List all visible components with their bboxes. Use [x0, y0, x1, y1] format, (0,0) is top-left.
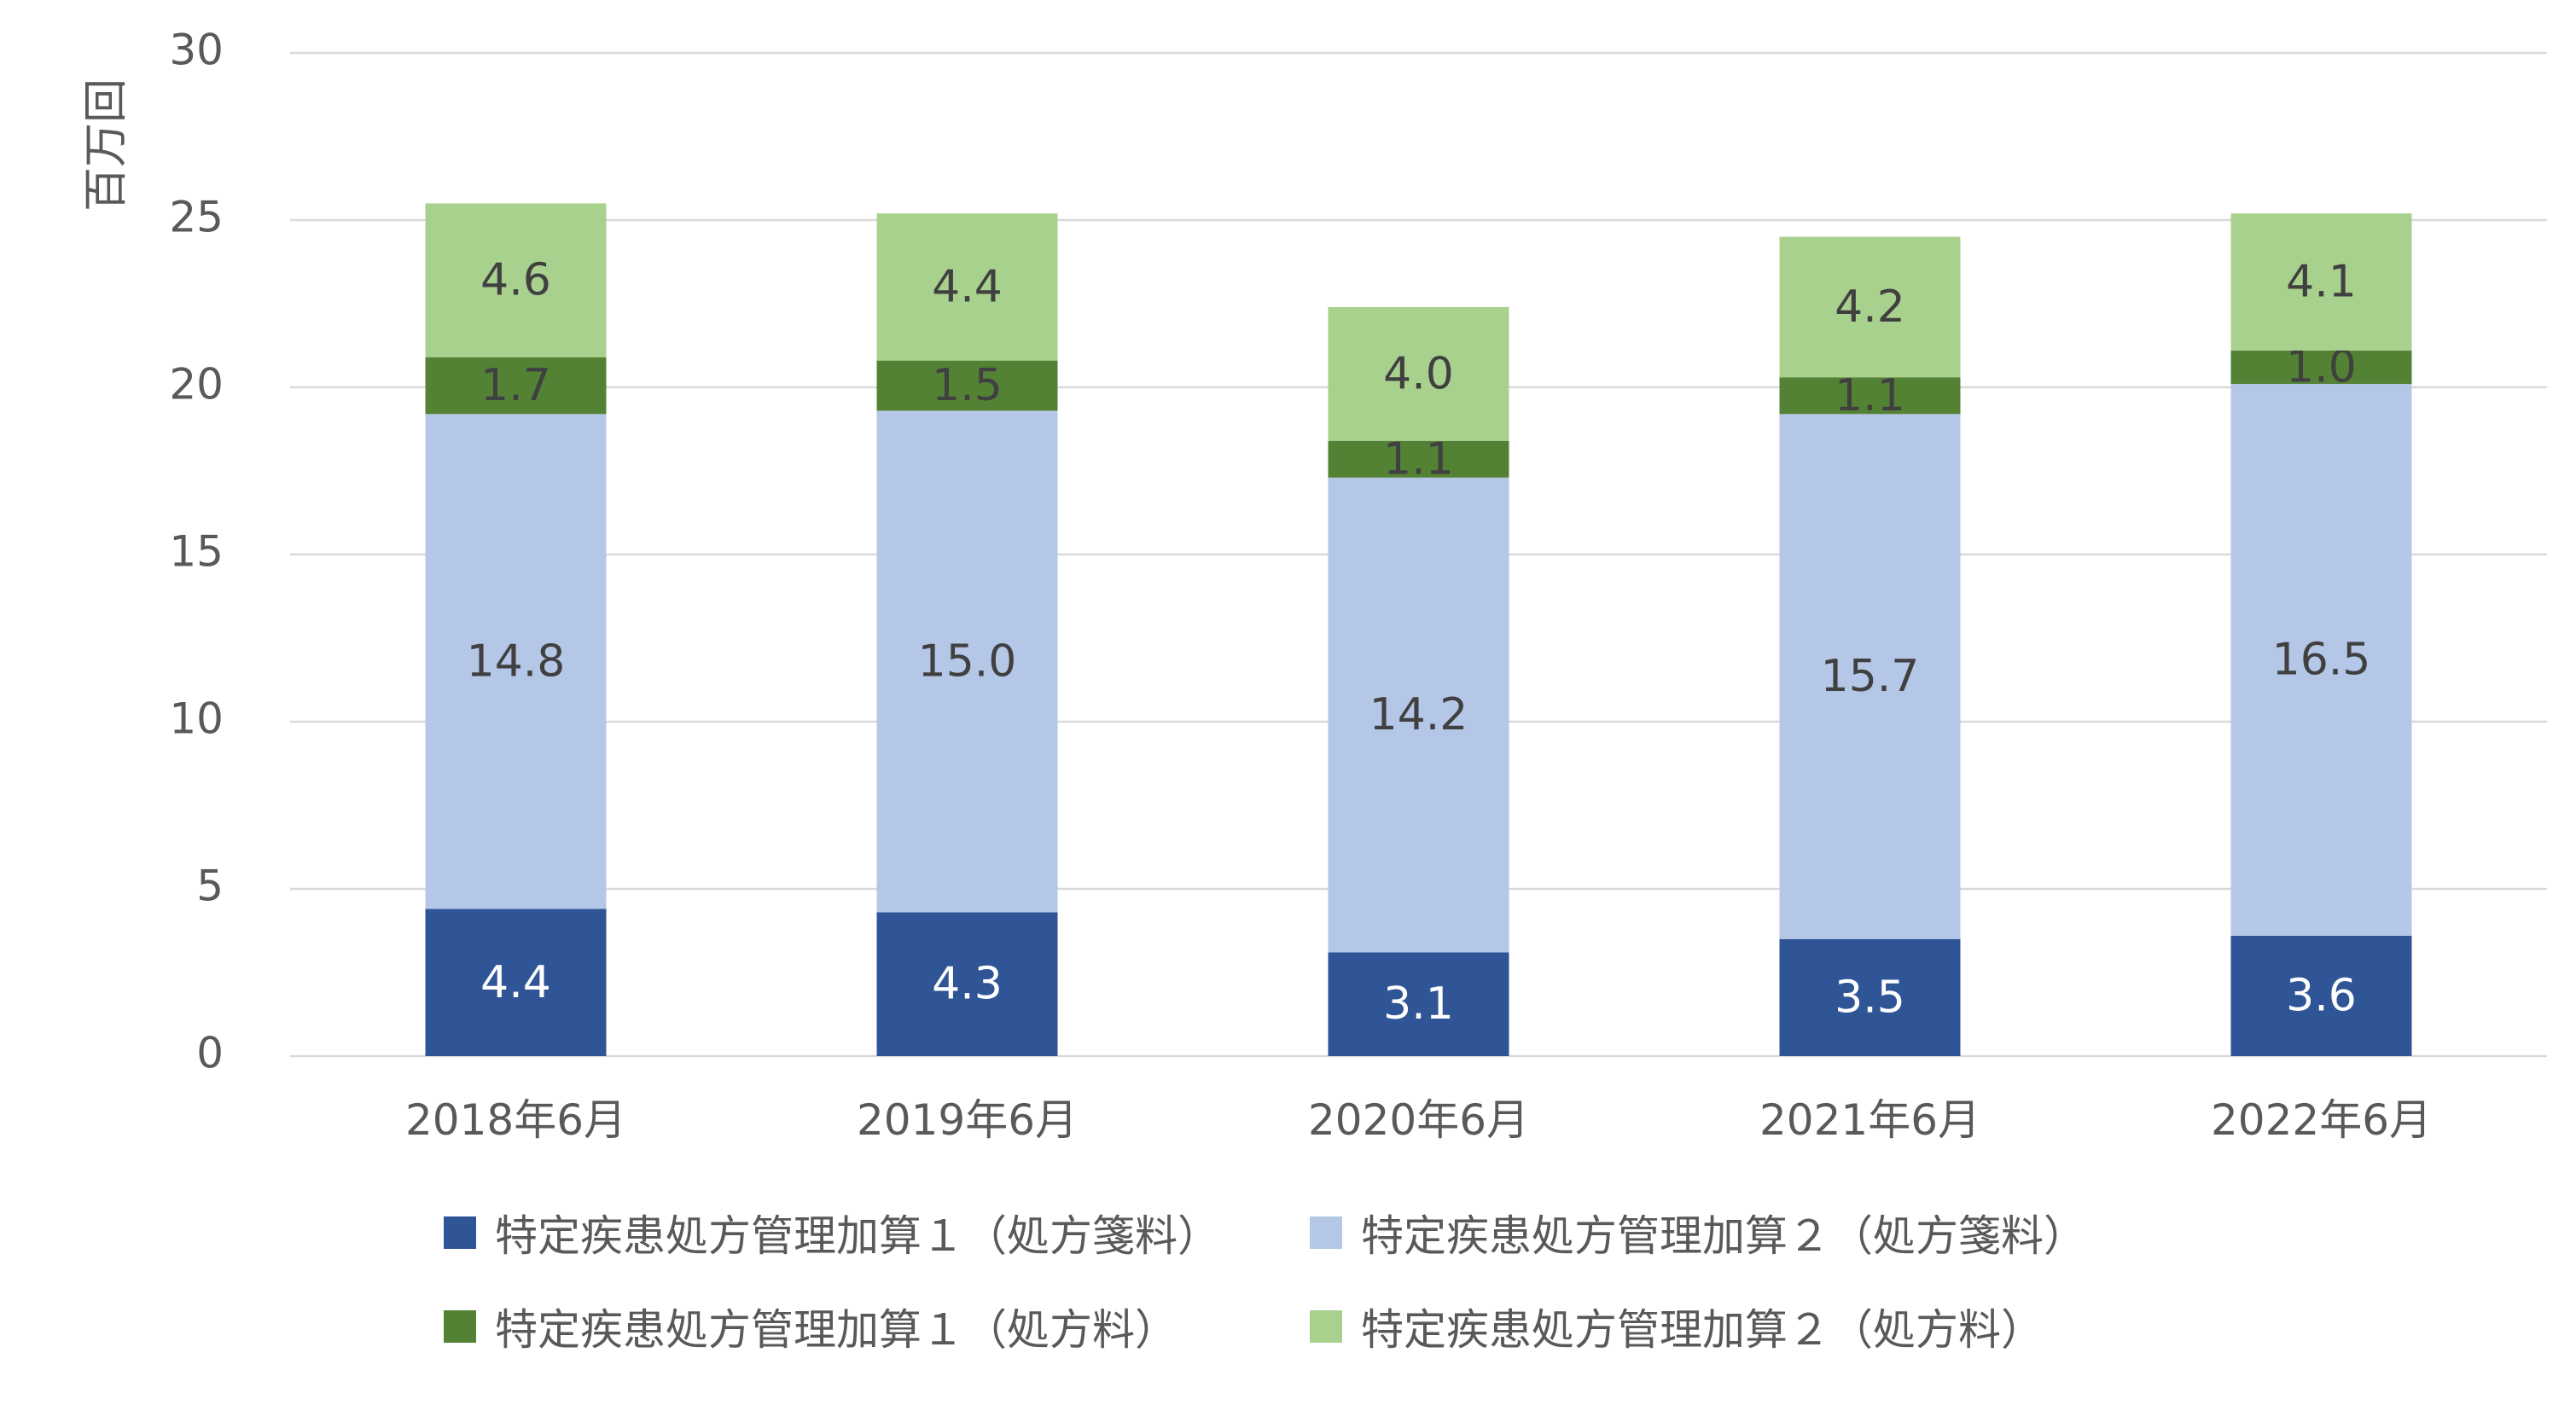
- legend-item: 特定疾患処方管理加算１（処方箋料）: [444, 1203, 1220, 1263]
- y-tick-label: 0: [196, 1029, 224, 1078]
- data-label: 14.8: [467, 636, 566, 687]
- y-tick-label: 5: [196, 862, 224, 911]
- data-label: 3.1: [1383, 978, 1454, 1030]
- bar-segment: [876, 912, 1058, 1056]
- x-tick-label: 2022年6月: [2211, 1095, 2432, 1145]
- bar-segment: [2230, 384, 2412, 936]
- data-label: 1.1: [1835, 370, 1905, 421]
- legend-swatch: [1310, 1216, 1342, 1249]
- data-label: 16.5: [2272, 634, 2371, 685]
- legend-item: 特定疾患処方管理加算１（処方料）: [444, 1297, 1178, 1356]
- bars: 4.4 14.8 1.7 4.6 4.3 15.0 1.5 4.4 3.1 14.2 1.1 4.0 3…: [425, 203, 2412, 1056]
- x-tick-label: 2019年6月: [857, 1095, 1078, 1145]
- data-label: 1.1: [1383, 433, 1454, 485]
- data-label: 4.3: [932, 959, 1003, 1010]
- bar-segment: [1779, 236, 1961, 378]
- y-tick-label: 10: [169, 694, 224, 744]
- bar-segment: [876, 360, 1058, 411]
- bar-segment: [876, 410, 1058, 913]
- y-tick-label: 25: [169, 193, 224, 242]
- bar-segment: [1328, 477, 1509, 953]
- data-label: 1.7: [480, 360, 551, 411]
- bar-segment: [1779, 938, 1961, 1056]
- data-label: 4.0: [1383, 348, 1454, 399]
- data-label: 3.5: [1835, 972, 1905, 1023]
- legend-item: 特定疾患処方管理加算２（処方箋料）: [1310, 1203, 2086, 1263]
- legend-label: 特定疾患処方管理加算１（処方料）: [495, 1305, 1178, 1355]
- data-label: 14.2: [1369, 689, 1468, 740]
- bar-segment: [2230, 350, 2412, 385]
- bar-segment: [425, 203, 607, 357]
- legend-label: 特定疾患処方管理加算２（処方箋料）: [1361, 1211, 2086, 1261]
- legend-swatch: [444, 1216, 476, 1249]
- bar-segment: [1779, 414, 1961, 939]
- data-label: 3.6: [2286, 970, 2357, 1021]
- data-label: 4.1: [2286, 257, 2357, 308]
- legend-swatch: [444, 1310, 476, 1343]
- data-label: 4.6: [480, 255, 551, 306]
- bar-segment: [2230, 213, 2412, 351]
- x-tick-label: 2020年6月: [1308, 1095, 1529, 1145]
- legend-item: 特定疾患処方管理加算２（処方料）: [1310, 1297, 2044, 1356]
- x-tick-label: 2018年6月: [405, 1095, 626, 1145]
- y-tick-label: 20: [169, 360, 224, 409]
- bar-segment: [1779, 377, 1961, 415]
- bar-segment: [2230, 935, 2412, 1056]
- y-axis-label: 百万回: [81, 78, 132, 212]
- bar-segment: [425, 909, 607, 1056]
- legend-swatch: [1310, 1310, 1342, 1343]
- x-tick-label: 2021年6月: [1759, 1095, 1980, 1145]
- x-axis-ticks: 2018年6月 2019年6月 2020年6月 2021年6月 2022年6月: [405, 1095, 2432, 1145]
- data-label: 4.4: [480, 957, 551, 1008]
- legend-label: 特定疾患処方管理加算１（処方箋料）: [495, 1211, 1220, 1261]
- y-tick-label: 30: [169, 26, 224, 75]
- legend-label: 特定疾患処方管理加算２（処方料）: [1361, 1305, 2044, 1355]
- data-label: 4.2: [1835, 282, 1905, 333]
- data-label: 15.0: [918, 636, 1017, 687]
- bar-segment: [1328, 306, 1509, 441]
- bar-segment: [876, 213, 1058, 361]
- bar-segment: [1328, 440, 1509, 478]
- bar-segment: [425, 414, 607, 909]
- y-tick-label: 15: [169, 527, 224, 577]
- data-label: 15.7: [1821, 651, 1920, 702]
- bar-segment: [1328, 952, 1509, 1056]
- data-label: 4.4: [932, 261, 1003, 312]
- data-label: 1.5: [932, 360, 1003, 411]
- bar-segment: [425, 357, 607, 415]
- y-axis-ticks: 0 5 10 15 20 25 30: [169, 26, 224, 1078]
